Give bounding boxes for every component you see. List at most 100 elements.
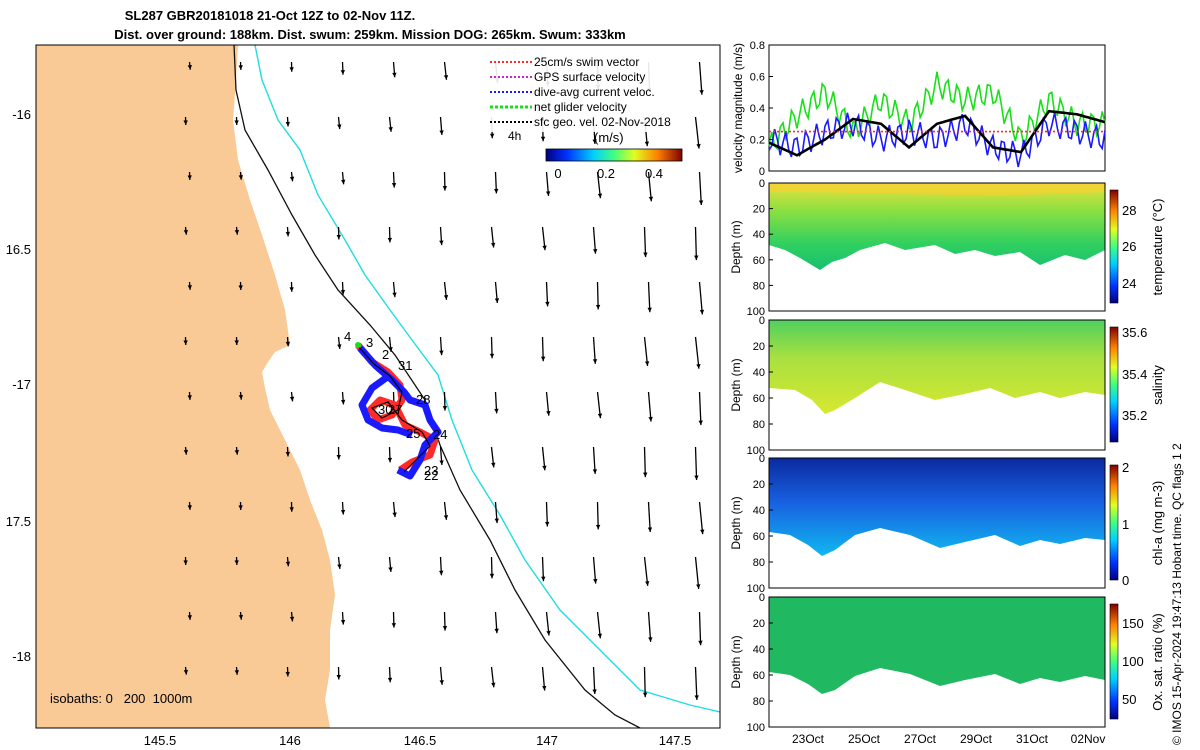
depth-tick-label: 80	[753, 696, 765, 708]
sfc-velocity-arrow	[643, 556, 650, 586]
sfc-velocity-arrow	[187, 281, 192, 290]
sfc-velocity-arrow	[592, 226, 598, 254]
sfc-velocity-arrow	[694, 336, 701, 369]
chla-panel: 2 1 0 chl-a (mg m-3)	[768, 457, 1165, 589]
sfc-velocity-arrow	[340, 611, 346, 625]
sfc-velocity-arrow	[443, 501, 449, 520]
sfc-velocity-arrow	[388, 556, 393, 573]
sfc-velocity-arrow	[183, 666, 189, 675]
y-tick-label: 0.8	[750, 40, 765, 52]
sfc-velocity-arrow	[592, 556, 598, 584]
depth-axis-label: Depth (m)	[729, 635, 743, 688]
sfc-velocity-arrow	[443, 281, 449, 300]
day-label: 30	[378, 402, 392, 417]
sfc-velocity-arrow	[490, 666, 496, 688]
panel-border	[768, 182, 1106, 312]
y-tick-label: -18	[12, 649, 31, 664]
sfc-velocity-arrow	[183, 556, 188, 565]
colorbar-tick: 35.2	[1122, 408, 1147, 423]
sfc-velocity-arrow	[494, 171, 499, 194]
sfc-velocity-arrow	[698, 501, 705, 535]
day-label: 22	[424, 468, 438, 483]
glider-start-marker	[355, 342, 361, 348]
sfc-velocity-arrow	[541, 226, 547, 251]
legend-item: GPS surface velocity	[534, 70, 645, 84]
sfc-velocity-arrow	[187, 171, 192, 180]
sfc-velocity-arrow	[234, 116, 239, 125]
time-tick-label: 02Nov	[1071, 732, 1106, 746]
sfc-velocity-arrow	[234, 226, 240, 235]
sfc-velocity-arrow	[388, 336, 393, 352]
map-panel: 4 3 2 31 30 27 28 24 23 22 25 145.5 146 …	[6, 44, 721, 748]
sfc-velocity-arrow	[439, 116, 444, 136]
colorbar-tick: 28	[1122, 203, 1136, 218]
y-tick-label: 17.5	[6, 514, 31, 529]
velocity-series	[768, 71, 1106, 168]
legend-item: sfc geo. vel. 02-Nov-2018	[534, 115, 671, 129]
dive-avg-current-track	[357, 345, 442, 480]
temperature-warm-surface	[769, 183, 1105, 196]
depth-axis-label: Depth (m)	[729, 220, 743, 273]
x-tick-label: 146	[279, 733, 301, 748]
sfc-velocity-arrow	[596, 611, 603, 639]
sfc-velocity-arrow	[289, 61, 294, 72]
sfc-velocity-arrow	[285, 556, 291, 567]
sfc-velocity-arrow	[340, 501, 346, 515]
sfc-velocity-arrow	[443, 61, 449, 80]
sfc-velocity-arrow	[439, 336, 444, 356]
sfc-velocity-arrow	[694, 116, 701, 149]
depth-tick-label: 60	[753, 255, 765, 267]
day-label: 23	[424, 463, 438, 478]
sfc-velocity-arrow	[647, 391, 653, 422]
sfc-velocity-arrow	[183, 336, 188, 345]
sfc-velocity-arrow	[340, 61, 346, 75]
colorbar-tick: 35.4	[1122, 367, 1147, 382]
velocity-y-ticks: 0 0.2 0.4 0.6 0.8	[750, 40, 773, 178]
time-tick-label: 27Oct	[904, 732, 937, 746]
sfc-velocity-arrow	[387, 666, 393, 683]
depth-axes: 0 20 40 60 80 100 Depth (m) 0 20 40 60 80 100 Depth (…	[729, 178, 773, 734]
glider-ground-track	[357, 345, 431, 473]
day-label: 3	[366, 335, 373, 350]
sfc-velocity-arrow	[642, 666, 648, 698]
colorbar-tick: 100	[1122, 654, 1144, 669]
sfc-velocity-arrow	[340, 391, 346, 405]
x-tick-label: 147	[536, 733, 558, 748]
day-label: 2	[382, 347, 389, 362]
depth-axis-label: Depth (m)	[729, 496, 743, 549]
series-line-dive-avg-current-veloc-	[768, 112, 1106, 168]
depth-tick-label: 20	[753, 479, 765, 491]
chart-title-line2: Dist. over ground: 188km. Dist. swum: 25…	[114, 27, 626, 42]
sfc-velocity-arrow	[183, 116, 188, 125]
sfc-velocity-arrow	[698, 281, 705, 315]
colorbar-tick: 50	[1122, 692, 1136, 707]
isobaths-label: isobaths: 0 200 1000m	[50, 691, 192, 706]
speed-colorbar	[545, 148, 683, 162]
depth-tick-label: 100	[747, 722, 765, 734]
depth-tick-label: 60	[753, 393, 765, 405]
colorbar-label: temperature (°C)	[1150, 199, 1165, 296]
sfc-velocity-arrow	[285, 116, 290, 127]
depth-tick-label: 40	[753, 644, 765, 656]
colorbar-label: (m/s)	[594, 130, 624, 145]
sfc-velocity-arrow	[289, 171, 295, 182]
map-legend: 25cm/s swim vector GPS surface velocity …	[485, 52, 685, 181]
y-tick-label: 0.4	[750, 103, 765, 115]
legend-item: net glider velocity	[534, 100, 627, 114]
sfc-velocity-arrow	[285, 666, 290, 677]
sfc-velocity-arrow	[490, 446, 496, 468]
sfc-velocity-arrow	[187, 61, 192, 70]
panel-border	[768, 457, 1106, 589]
oxygen-field	[769, 597, 1105, 694]
sfc-velocity-arrow	[238, 171, 243, 180]
day-label: 28	[416, 392, 430, 407]
time-tick-label: 31Oct	[1016, 732, 1049, 746]
chla-field	[769, 458, 1105, 556]
sfc-velocity-arrow	[183, 226, 189, 235]
depth-tick-label: 60	[753, 670, 765, 682]
sfc-velocity-arrow	[494, 281, 500, 304]
sfc-velocity-arrow	[694, 446, 699, 481]
sfc-velocity-arrow	[698, 61, 704, 95]
depth-tick-label: 100	[747, 583, 765, 595]
sfc-velocity-arrow	[541, 446, 547, 471]
